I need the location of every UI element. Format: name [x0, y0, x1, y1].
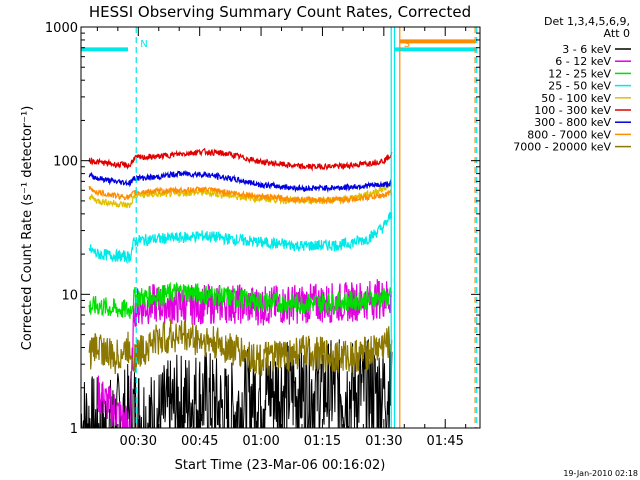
timestamp: 19-Jan-2010 02:18 — [563, 469, 638, 478]
series-line-6 — [88, 169, 392, 193]
series-line-2 — [88, 281, 393, 319]
series-line-0 — [81, 338, 393, 428]
y-tick-label: 10 — [61, 288, 78, 303]
y-tick-label: 100 — [53, 155, 78, 170]
plot-traces — [81, 147, 393, 428]
legend-label: 25 - 50 keV — [548, 80, 611, 93]
x-tick-label: 00:45 — [181, 434, 218, 449]
chart-title: HESSI Observing Summary Count Rates, Cor… — [89, 3, 471, 21]
series-line-3 — [88, 211, 393, 265]
series-line-8 — [88, 319, 393, 377]
x-tick-label: 01:00 — [242, 434, 279, 449]
series-line-5 — [88, 147, 393, 172]
series-line-7 — [88, 185, 393, 205]
legend-label: 6 - 12 keV — [555, 55, 611, 68]
x-tick-label: 01:15 — [304, 434, 341, 449]
y-tick-label: 1 — [70, 422, 78, 437]
x-tick-label: 00:30 — [120, 434, 157, 449]
legend-label: 300 - 800 keV — [534, 116, 611, 129]
legend-header: Att 0 — [604, 27, 630, 40]
plot-frame — [80, 26, 481, 429]
x-axis-label: Start Time (23-Mar-06 00:16:02) — [175, 458, 386, 473]
legend-label: 800 - 7000 keV — [527, 128, 611, 141]
x-tick-label: 01:45 — [426, 434, 463, 449]
plot-markers — [81, 27, 478, 428]
legend-header: Det 1,3,4,5,6,9, — [544, 15, 630, 28]
marker-label-0: N — [140, 39, 147, 50]
y-axis: 1 10 100 1000 — [45, 21, 480, 437]
x-tick-label: 01:30 — [365, 434, 402, 449]
legend-label: 50 - 100 keV — [541, 92, 611, 105]
x-axis: 00:30 00:45 01:00 01:15 01:30 01:45 — [96, 27, 467, 449]
series-line-1 — [96, 279, 393, 428]
legend-label: 7000 - 20000 keV — [513, 141, 611, 154]
legend-label: 100 - 300 keV — [534, 104, 611, 117]
y-axis-label: Corrected Count Rate (s⁻¹ detector⁻¹) — [20, 106, 35, 351]
marker-label-3: S — [404, 39, 410, 50]
legend-label: 3 - 6 keV — [562, 43, 611, 56]
legend-label: 12 - 25 keV — [548, 67, 611, 80]
y-tick-label: 1000 — [45, 21, 78, 36]
